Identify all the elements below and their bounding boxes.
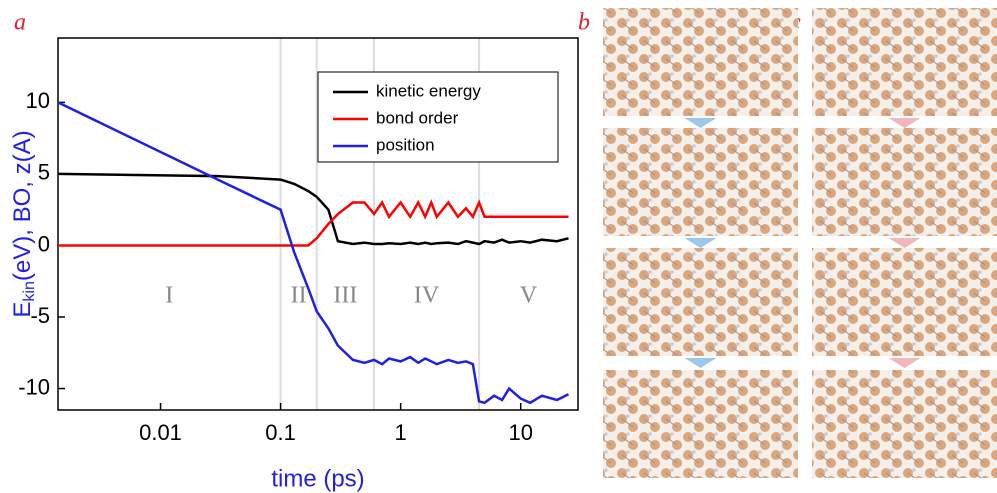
region-label: II bbox=[291, 283, 307, 309]
structure-image bbox=[603, 128, 798, 236]
y-axis-label-part: kin bbox=[21, 281, 38, 301]
structure-image bbox=[603, 248, 798, 356]
y-tick-label: 5 bbox=[38, 160, 50, 185]
structure-image bbox=[812, 128, 997, 236]
y-tick-label: 0 bbox=[38, 231, 50, 256]
series-line bbox=[57, 101, 570, 405]
y-tick-label: -5 bbox=[30, 303, 50, 328]
structure-image bbox=[603, 370, 798, 478]
x-tick-label: 0.01 bbox=[139, 420, 182, 445]
y-tick-label: -10 bbox=[18, 374, 50, 399]
series-line bbox=[57, 172, 569, 246]
region-label: V bbox=[520, 283, 538, 309]
y-axis-label-part: E bbox=[9, 302, 36, 318]
x-axis-label: time (ps) bbox=[271, 465, 364, 492]
structure-image bbox=[812, 8, 997, 116]
y-axis-label-part: (eV), BO, z(A) bbox=[9, 130, 36, 281]
plot-frame bbox=[57, 37, 579, 411]
panel-label: b bbox=[578, 10, 590, 36]
series-line bbox=[58, 199, 569, 247]
arrow bbox=[684, 118, 717, 128]
y-axis-label: Ekin(eV), BO, z(A) bbox=[9, 130, 38, 317]
structure-image bbox=[812, 248, 997, 356]
region-label: I bbox=[165, 283, 173, 309]
region-label: IV bbox=[414, 283, 440, 309]
x-tick-label: 0.1 bbox=[265, 420, 296, 445]
arrow bbox=[888, 238, 921, 248]
legend-label: kinetic energy bbox=[376, 81, 481, 100]
panel-label: a bbox=[14, 10, 26, 36]
legend-label: bond order bbox=[376, 108, 459, 127]
arrow bbox=[684, 238, 717, 248]
arrow bbox=[888, 358, 921, 368]
structure-image bbox=[603, 8, 798, 116]
arrow bbox=[684, 358, 717, 368]
arrow bbox=[888, 118, 921, 128]
x-tick-label: 1 bbox=[395, 420, 407, 445]
snapshots bbox=[603, 8, 997, 478]
region-label: III bbox=[333, 283, 357, 309]
structure-image bbox=[812, 370, 997, 478]
x-tick-label: 10 bbox=[508, 420, 532, 445]
legend-label: position bbox=[376, 135, 435, 154]
y-tick-label: 10 bbox=[26, 88, 50, 113]
